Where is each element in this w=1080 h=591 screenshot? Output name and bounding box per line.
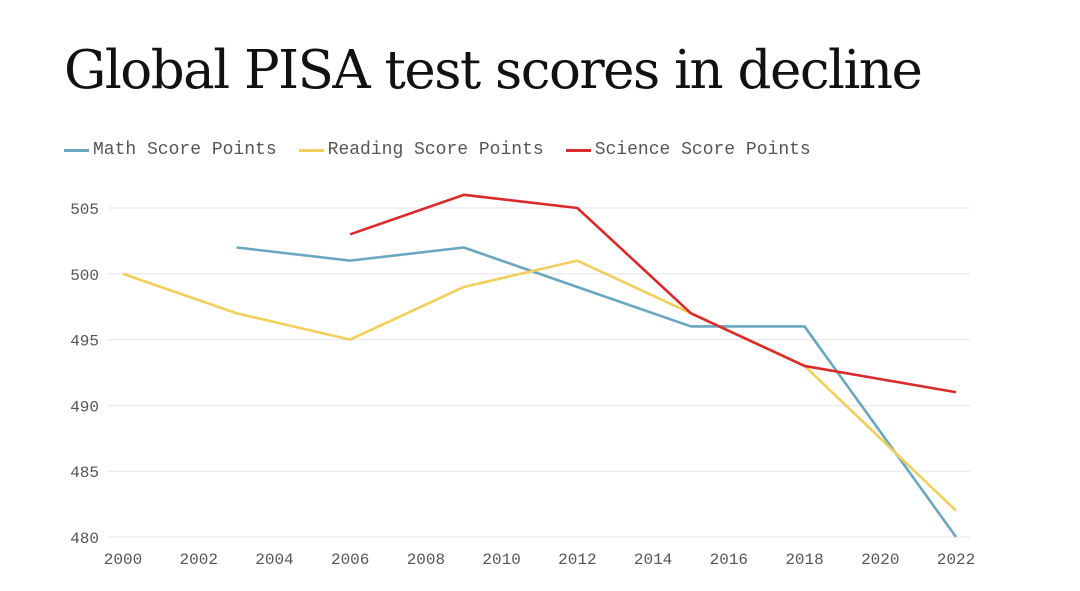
series-line-reading (122, 259, 957, 512)
x-tick-label-2014: 2014 (634, 551, 672, 569)
data-point-reading-2009 (461, 284, 467, 290)
x-tick-label-2020: 2020 (861, 551, 899, 569)
grid-layer (108, 207, 970, 538)
legend-item-reading: Reading Score Points (298, 140, 544, 160)
y-tick-label-500: 500 (70, 267, 99, 285)
legend-swatch-science (565, 148, 591, 152)
x-tick-label-2000: 2000 (104, 551, 142, 569)
data-point-reading-2006 (347, 337, 353, 343)
legend-item-math: Math Score Points (64, 140, 277, 160)
legend-swatch-reading (298, 148, 324, 152)
data-point-reading-2012 (574, 258, 580, 264)
legend-label-science: Science Score Points (594, 140, 811, 160)
x-tick-label-2010: 2010 (482, 551, 520, 569)
y-tick-label-505: 505 (70, 201, 99, 219)
data-point-math-2015 (688, 323, 694, 329)
x-tick-label-2018: 2018 (785, 551, 823, 569)
data-point-math-2006 (347, 258, 353, 264)
chart-legend: Math Score Points Reading Score Points S… (64, 140, 833, 160)
series-line-science (349, 193, 957, 394)
x-tick-label-2016: 2016 (710, 551, 748, 569)
data-point-science-2022 (953, 389, 959, 395)
legend-item-science: Science Score Points (565, 140, 811, 160)
y-tick-label-480: 480 (70, 530, 99, 548)
x-tick-label-2002: 2002 (180, 551, 218, 569)
tick-label-layer: 505 500 495 490 485 480 2000 2002 2004 2006 2008 20… (70, 201, 975, 569)
data-point-science-2009 (461, 192, 467, 198)
data-point-reading-2003 (234, 310, 240, 316)
chart-title: Global PISA test scores in decline (64, 40, 923, 101)
legend-label-reading: Reading Score Points (327, 140, 544, 160)
data-point-science-2015 (688, 310, 694, 316)
data-point-math-2022 (953, 534, 959, 540)
data-point-reading-2022 (953, 508, 959, 514)
legend-swatch-math (64, 148, 89, 152)
series-line-math (236, 246, 958, 538)
x-tick-label-2012: 2012 (558, 551, 596, 569)
data-point-math-2003 (234, 244, 240, 250)
y-tick-label-485: 485 (70, 464, 99, 482)
series-layer (120, 192, 959, 540)
y-tick-label-495: 495 (70, 333, 99, 351)
x-tick-label-2008: 2008 (407, 551, 445, 569)
data-point-math-2009 (461, 244, 467, 250)
data-point-science-2012 (574, 205, 580, 211)
data-point-science-2018 (802, 363, 808, 369)
data-point-math-2012 (574, 284, 580, 290)
x-tick-label-2006: 2006 (331, 551, 369, 569)
x-tick-label-2022: 2022 (937, 551, 975, 569)
data-point-reading-2000 (120, 271, 126, 277)
data-point-math-2018 (802, 323, 808, 329)
y-tick-label-490: 490 (70, 398, 99, 416)
x-tick-label-2004: 2004 (255, 551, 293, 569)
legend-label-math: Math Score Points (93, 140, 277, 160)
data-point-science-2006 (347, 231, 353, 237)
